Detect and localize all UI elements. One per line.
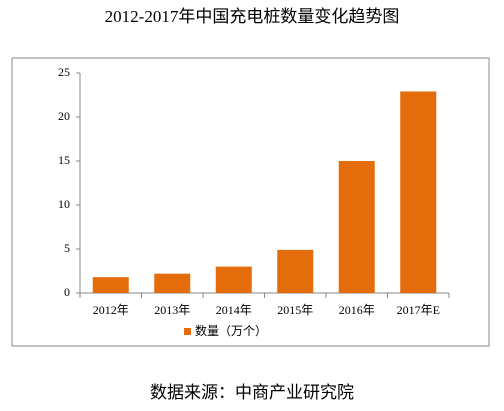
bar [400,91,437,293]
legend-label: 数量（万个） [195,323,267,338]
x-tick-label: 2017年E [397,303,440,317]
legend-swatch [184,328,191,335]
y-tick-label: 15 [58,153,70,167]
bar [215,266,252,293]
y-tick-label: 25 [58,65,70,79]
chart-frame [11,57,490,347]
y-tick-label: 0 [64,285,70,299]
y-tick-label: 10 [58,197,70,211]
x-tick-label: 2012年 [93,303,129,317]
x-tick-label: 2016年 [339,303,375,317]
bar [154,273,191,293]
bar [92,277,129,293]
source-note: 数据来源：中商产业研究院 [150,383,354,403]
y-tick-label: 20 [58,109,70,123]
y-tick-label: 5 [64,241,70,255]
x-tick-label: 2014年 [216,303,252,317]
x-tick-label: 2013年 [154,303,190,317]
x-tick-label: 2015年 [277,303,313,317]
chart-title: 2012-2017年中国充电桩数量变化趋势图 [105,7,400,26]
bar [277,249,314,293]
bar [338,161,375,293]
